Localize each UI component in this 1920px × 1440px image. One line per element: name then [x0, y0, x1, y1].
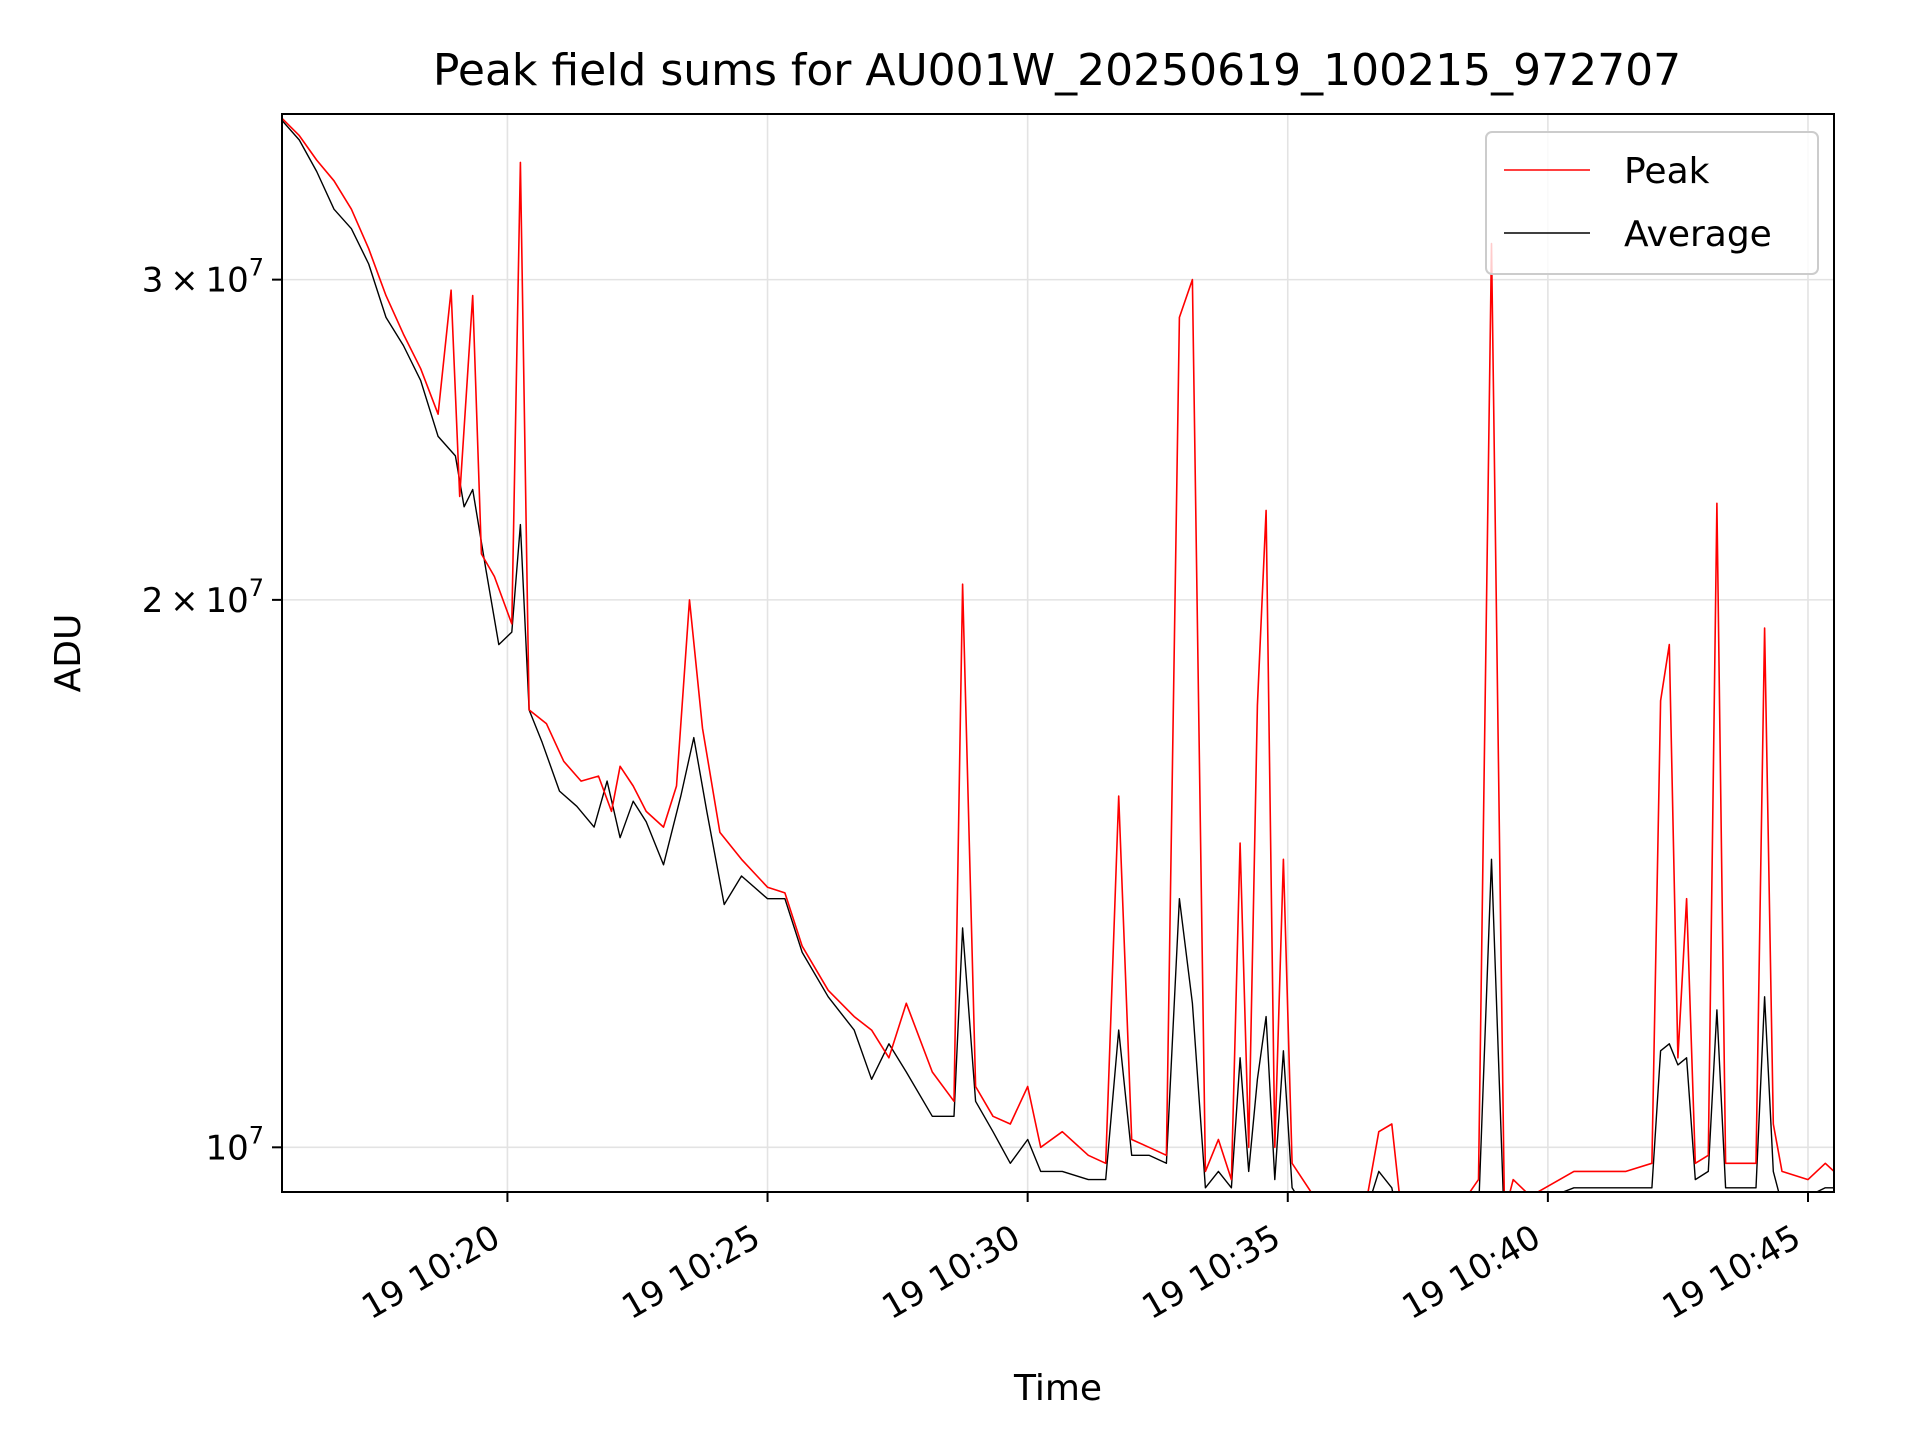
y-tick-base: 10	[205, 1128, 248, 1168]
y-tick-base: 2 × 10	[142, 581, 249, 621]
plot-frame	[281, 113, 1835, 1193]
legend-label-peak: Peak	[1624, 151, 1710, 192]
y-tick-exponent: 7	[249, 1121, 264, 1149]
x-axis-label: Time	[1013, 1368, 1102, 1409]
y-tick-label: 107	[205, 1121, 264, 1168]
chart-title: Peak field sums for AU001W_20250619_1002…	[433, 45, 1681, 96]
y-tick-label: 3 × 107	[142, 254, 264, 301]
y-tick-exponent: 7	[249, 574, 264, 602]
legend-box	[1485, 131, 1819, 275]
series-layer	[282, 117, 1834, 1192]
legend-label-average: Average	[1624, 214, 1772, 255]
grid	[282, 114, 1834, 1192]
y-tick-label: 2 × 107	[142, 574, 264, 621]
y-axis-label: ADU	[48, 614, 89, 693]
series-line-average	[282, 119, 1834, 1192]
series-line-peak	[282, 117, 1834, 1192]
y-tick-exponent: 7	[249, 254, 264, 282]
legend: Peak Average	[1485, 131, 1819, 275]
y-tick-base: 3 × 10	[142, 261, 249, 301]
